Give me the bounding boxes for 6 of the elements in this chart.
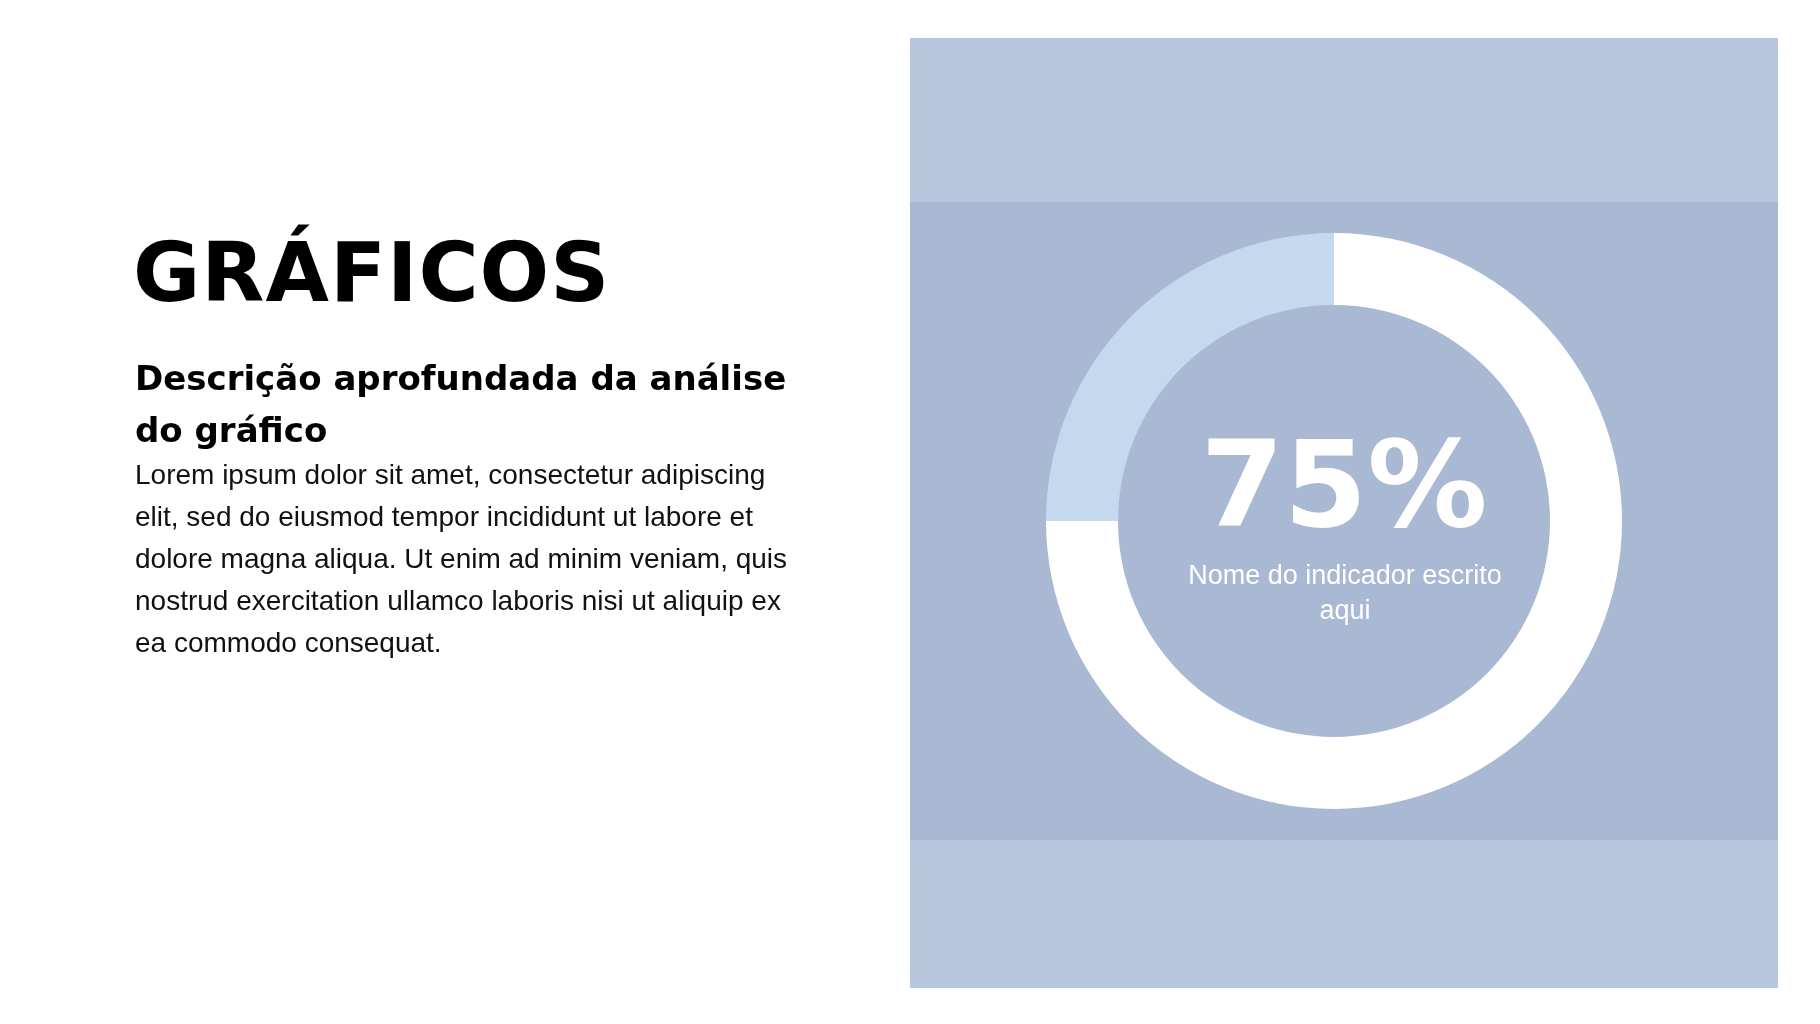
donut-slice: [1046, 233, 1622, 809]
text: Descrição aprofundada da análise do gráfico: [135, 357, 788, 452]
text: 75%: [1199, 415, 1489, 554]
text: GRÁFICOS: [133, 225, 611, 320]
text: Nome do indicador escrito aqui: [1187, 559, 1503, 627]
text: Lorem ipsum dolor sit amet, consectetur adipiscing elit, sed do eiusmod tempor incididunt ut labore et dolore magna aliqua. Ut enim ad minim veniam, quis nostrud exercitation ullamco laboris nisi ut aliquip ex ea commodo consequat.: [135, 458, 789, 660]
